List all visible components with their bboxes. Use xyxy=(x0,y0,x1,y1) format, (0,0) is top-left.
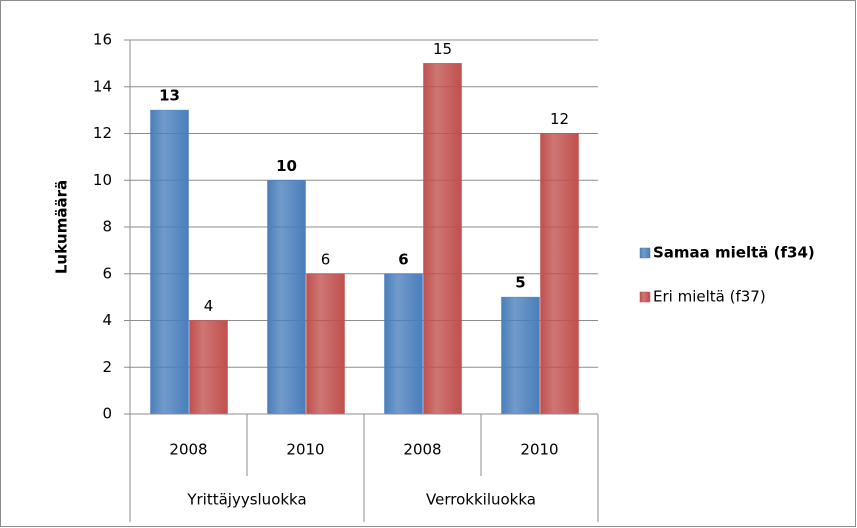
legend-label: Eri mieltä (f37) xyxy=(653,288,766,306)
bar xyxy=(267,180,306,415)
group-label: Verrokkiluokka xyxy=(426,491,536,509)
data-label: 10 xyxy=(276,157,297,175)
y-tick-label: 12 xyxy=(93,124,112,142)
y-tick-label: 16 xyxy=(93,31,112,49)
y-tick-label: 14 xyxy=(93,77,112,95)
data-label: 15 xyxy=(433,40,452,58)
y-tick-label: 4 xyxy=(102,311,112,329)
data-label: 13 xyxy=(159,87,180,105)
y-tick-label: 6 xyxy=(102,264,112,282)
y-tick-label: 0 xyxy=(102,405,112,423)
legend-swatch xyxy=(639,247,651,259)
bar xyxy=(384,273,423,415)
bar xyxy=(540,133,579,415)
legend-label: Samaa mieltä (f34) xyxy=(653,244,815,262)
y-tick-label: 2 xyxy=(102,358,112,376)
bar xyxy=(306,273,345,415)
bar xyxy=(189,320,228,415)
legend-swatch xyxy=(639,291,651,303)
data-label: 6 xyxy=(398,250,408,268)
x-tick-label: 2010 xyxy=(520,441,558,459)
x-tick-label: 2008 xyxy=(169,441,207,459)
bar xyxy=(150,109,189,415)
data-label: 6 xyxy=(321,250,331,268)
bar xyxy=(423,63,462,415)
group-label: Yrittäjyysluokka xyxy=(186,491,306,509)
x-tick-label: 2010 xyxy=(286,441,324,459)
x-tick-label: 2008 xyxy=(403,441,441,459)
data-label: 12 xyxy=(550,110,569,128)
y-tick-label: 8 xyxy=(102,218,112,236)
data-label: 4 xyxy=(204,297,214,315)
y-tick-label: 10 xyxy=(93,171,112,189)
bar xyxy=(501,296,540,415)
data-label: 5 xyxy=(515,274,525,292)
y-axis-label: Lukumäärä xyxy=(53,180,71,274)
